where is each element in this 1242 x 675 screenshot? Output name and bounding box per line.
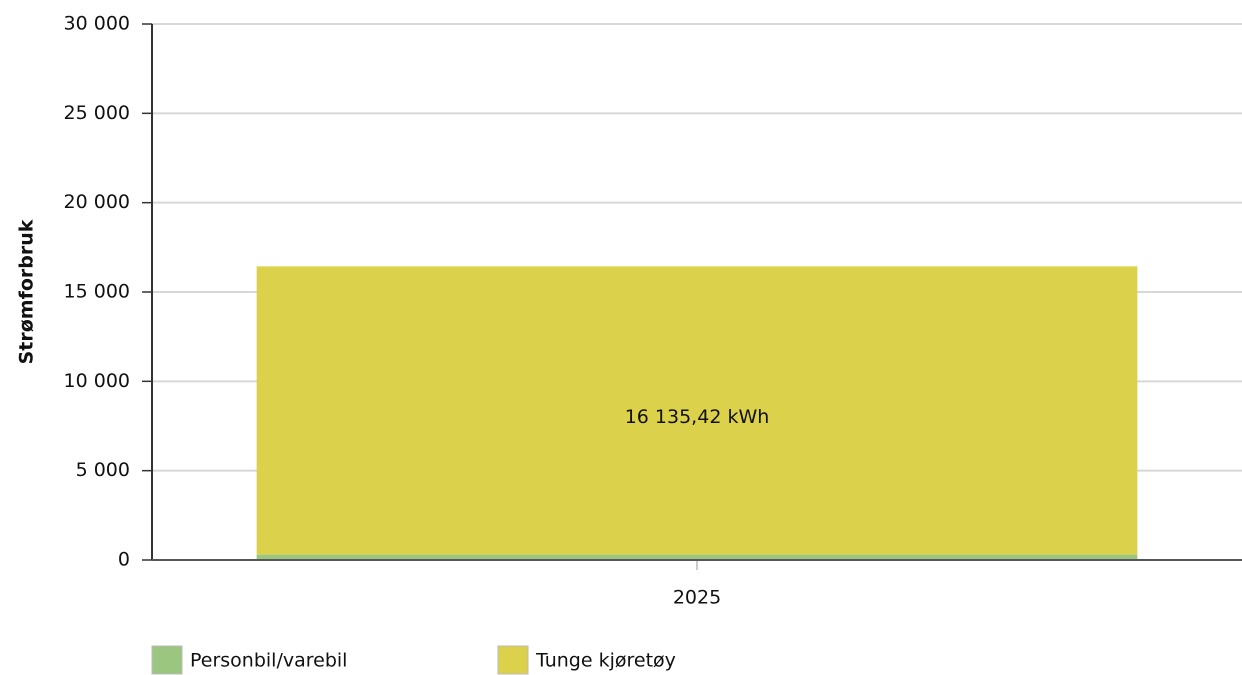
legend-swatch: [497, 645, 529, 675]
value-label: 16 135,42 kWh: [625, 406, 770, 428]
y-tick-label: 20 000: [64, 191, 130, 213]
legend-label: Tunge kjøretøy: [535, 650, 676, 672]
y-tick-label: 30 000: [64, 13, 130, 35]
x-tick-label: 2025: [673, 587, 721, 609]
y-tick-label: 5 000: [76, 459, 130, 481]
legend-swatch: [151, 645, 183, 675]
y-axis-label: Strømforbruk: [16, 219, 38, 364]
legend-label: Personbil/varebil: [190, 650, 347, 672]
y-tick-label: 10 000: [64, 370, 130, 392]
y-tick-label: 15 000: [64, 281, 130, 303]
y-tick-label: 25 000: [64, 102, 130, 124]
bar-segment: [256, 266, 1138, 555]
y-tick-label: 0: [118, 549, 130, 571]
bar-segment: [256, 554, 1138, 560]
